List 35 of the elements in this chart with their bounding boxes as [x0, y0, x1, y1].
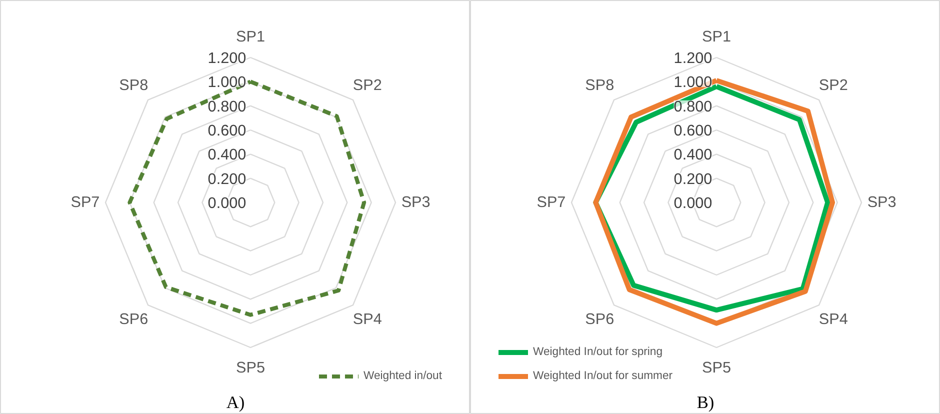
- legend-label: Weighted in/out: [363, 370, 442, 382]
- y-tick-label: 0.000: [674, 195, 712, 212]
- spoke-label: SP2: [818, 77, 848, 94]
- spoke-label: SP3: [867, 194, 896, 211]
- text: A): [226, 393, 245, 412]
- spoke-label: SP4: [352, 310, 382, 328]
- spoke-label: SP8: [585, 77, 614, 94]
- y-tick-label: 0.600: [208, 122, 246, 140]
- y-tick-label: 0.400: [674, 146, 712, 164]
- y-tick-label: 0.800: [208, 98, 246, 116]
- y-tick-label: 0.200: [208, 170, 246, 188]
- spoke-label: SP1: [702, 28, 731, 46]
- y-tick-label: 0.600: [674, 122, 712, 140]
- text: B): [696, 393, 714, 412]
- legend-label: Weighted In/out for spring: [533, 346, 663, 358]
- y-tick-label: 0.000: [208, 195, 246, 212]
- y-tick-label: 0.800: [674, 98, 712, 116]
- spoke-label: SP3: [401, 194, 430, 211]
- y-tick-label: 1.000: [208, 74, 246, 92]
- y-tick-label: 1.000: [674, 74, 712, 92]
- spoke-label: SP7: [536, 194, 566, 211]
- spoke-label: SP1: [236, 28, 265, 46]
- y-tick-label: 0.400: [208, 146, 246, 164]
- spoke-label: SP5: [702, 359, 731, 376]
- y-tick-label: 1.200: [674, 50, 712, 67]
- spoke-label: SP6: [119, 310, 148, 328]
- spoke-label: SP7: [70, 194, 100, 211]
- y-tick-label: 0.200: [674, 170, 712, 188]
- legend-label: Weighted In/out for summer: [533, 370, 673, 382]
- spoke-label: SP4: [818, 310, 848, 328]
- spoke-label: SP6: [585, 310, 614, 328]
- spoke-label: SP8: [119, 77, 148, 94]
- spoke-label: SP5: [236, 359, 265, 376]
- spoke-label: SP2: [352, 77, 382, 94]
- y-tick-label: 1.200: [208, 50, 246, 67]
